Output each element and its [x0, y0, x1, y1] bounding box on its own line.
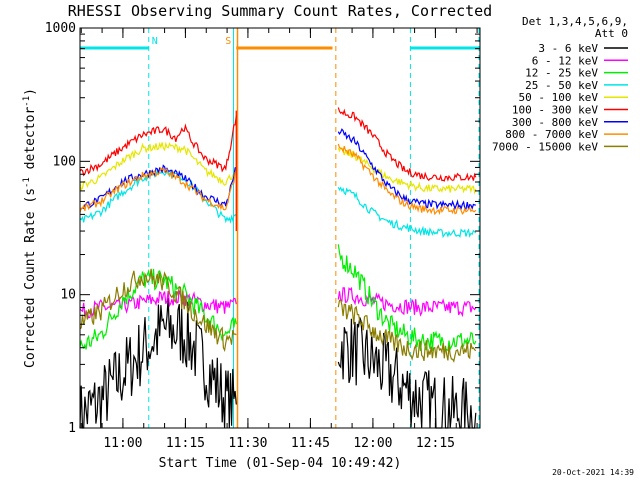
- y-axis-label-main: Corrected Count Rate (s: [23, 188, 38, 368]
- flag-label-n: N: [152, 36, 158, 47]
- series-7-segment-1: [337, 143, 477, 216]
- series-6-segment-1: [337, 128, 476, 211]
- series-8-segment-1: [337, 299, 477, 363]
- timestamp: 20-Oct-2021 14:39: [552, 468, 634, 477]
- x-tick-label-0: 11:00: [103, 436, 142, 451]
- y-axis-label-mid: detector: [23, 107, 38, 178]
- legend-label-2: 12 - 25 keV: [525, 67, 598, 80]
- legend-label-6: 300 - 800 keV: [512, 116, 598, 129]
- y-axis-label-end: ): [23, 88, 38, 96]
- x-tick-label-3: 11:45: [291, 436, 330, 451]
- series-4-segment-0: [79, 141, 237, 191]
- series-layer: [79, 107, 477, 429]
- series-6-segment-0: [79, 164, 237, 210]
- x-tick-label-2: 11:30: [228, 436, 267, 451]
- series-8-segment-0: [79, 268, 237, 353]
- legend-label-4: 50 - 100 keV: [519, 91, 599, 104]
- series-2-segment-0: [79, 268, 237, 350]
- y-axis-label-sup1: -1: [22, 177, 32, 188]
- y-axis-label-sup2: -1: [22, 96, 32, 107]
- y-tick-label-0: 1: [68, 421, 76, 436]
- series-5-segment-0: [79, 115, 237, 177]
- ticks-layer: 1 10 100 1000 11:00 11:15 11:30 11:45 12:00 12:15: [45, 21, 480, 451]
- y-tick-label-2: 100: [53, 154, 76, 169]
- series-2-segment-1: [337, 244, 477, 354]
- series-4-segment-1: [337, 147, 477, 195]
- legend-label-8: 7000 - 15000 keV: [492, 140, 598, 153]
- legend-label-1: 6 - 12 keV: [532, 54, 599, 67]
- legend-label-0: 3 - 6 keV: [538, 42, 598, 55]
- series-1-segment-0: [79, 290, 237, 319]
- legend-label-7: 800 - 7000 keV: [505, 128, 598, 141]
- x-tick-label-4: 12:00: [353, 436, 392, 451]
- x-tick-label-1: 11:15: [166, 436, 205, 451]
- y-tick-label-1: 10: [60, 288, 76, 303]
- chart-title: RHESSI Observing Summary Count Rates, Co…: [68, 2, 492, 20]
- plot-frame: [79, 27, 481, 429]
- legend-header-line2: Att 0: [595, 27, 628, 40]
- legend-header-line1: Det 1,3,4,5,6,9,: [522, 15, 628, 28]
- series-3-segment-1: [337, 186, 477, 239]
- series-1-segment-1: [337, 286, 477, 318]
- series-7-segment-0: [79, 166, 237, 213]
- y-axis-label: Corrected Count Rate (s-1 detector-1): [22, 88, 38, 368]
- series-5-segment-1: [337, 107, 477, 182]
- x-tick-label-5: 12:15: [416, 436, 455, 451]
- flag-label-s: S: [225, 36, 231, 47]
- legend-label-5: 100 - 300 keV: [512, 104, 598, 117]
- series-0-segment-0: [79, 297, 237, 429]
- y-tick-label-3: 1000: [45, 21, 76, 36]
- legend-label-3: 25 - 50 keV: [525, 79, 598, 92]
- x-axis-label: Start Time (01-Sep-04 10:49:42): [159, 456, 402, 471]
- series-0-segment-1: [337, 317, 477, 429]
